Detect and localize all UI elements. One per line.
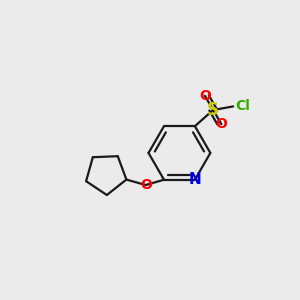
Text: N: N [188,172,201,187]
Text: O: O [199,89,211,103]
Text: O: O [215,117,227,131]
Text: S: S [207,101,219,119]
Text: O: O [140,178,152,192]
Text: Cl: Cl [236,99,250,113]
